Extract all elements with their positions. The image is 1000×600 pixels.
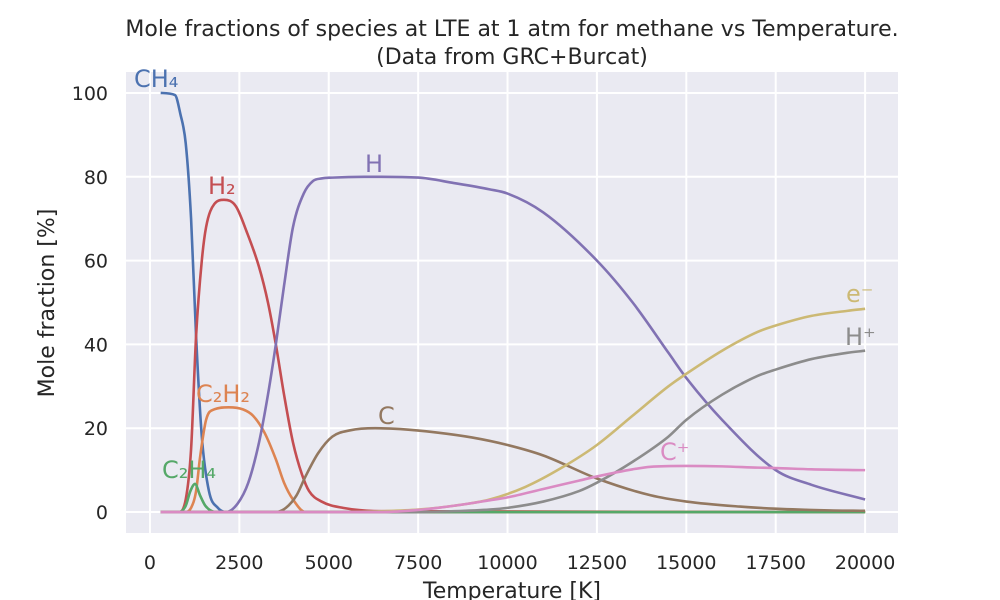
series-lines	[160, 91, 866, 514]
x-tick-label: 7500	[394, 552, 442, 574]
series-line-5	[160, 426, 866, 514]
series-label: e⁻	[846, 280, 873, 308]
x-tick-label: 12500	[567, 552, 627, 574]
x-tick-label: 17500	[745, 552, 805, 574]
y-tick-label: 0	[96, 502, 108, 524]
series-label: H	[365, 150, 383, 178]
series-label: H₂	[208, 172, 236, 200]
series-label: C₂H₄	[162, 456, 216, 484]
x-tick-label: 20000	[835, 552, 895, 574]
series-labels: CH₄ H₂ C₂H₂ C₂H₄ H Ce⁻ H⁺ C⁺	[134, 65, 876, 484]
y-tick-label: 40	[84, 334, 108, 356]
x-tick-label: 2500	[215, 552, 263, 574]
series-label: C₂H₂	[196, 380, 250, 408]
x-tick-label: 15000	[656, 552, 716, 574]
series-line-1	[160, 198, 866, 514]
series-label: H⁺	[845, 323, 876, 351]
series-label: C⁺	[660, 438, 689, 466]
x-tick-label: 0	[144, 552, 156, 574]
y-tick-label: 100	[72, 83, 108, 105]
chart-title: Mole fractions of species at LTE at 1 at…	[125, 17, 898, 42]
series-line-3	[160, 482, 866, 514]
x-axis-label: Temperature [K]	[422, 579, 601, 600]
plot-area	[126, 72, 898, 533]
y-tick-label: 60	[84, 251, 108, 273]
y-tick-label: 20	[84, 418, 108, 440]
y-tick-label: 80	[84, 167, 108, 189]
series-label: C	[378, 402, 395, 430]
series-line-4	[160, 175, 866, 514]
tick-labels: 0 2500 5000 7500 10000 12500 15000 17500 20000 0 2…	[72, 83, 896, 574]
x-tick-label: 10000	[477, 552, 537, 574]
y-axis-label: Mole fraction [%]	[35, 209, 60, 398]
x-tick-label: 5000	[305, 552, 353, 574]
chart-subtitle: (Data from GRC+Burcat)	[376, 45, 648, 70]
series-line-8	[160, 464, 866, 514]
series-label: CH₄	[134, 65, 178, 93]
